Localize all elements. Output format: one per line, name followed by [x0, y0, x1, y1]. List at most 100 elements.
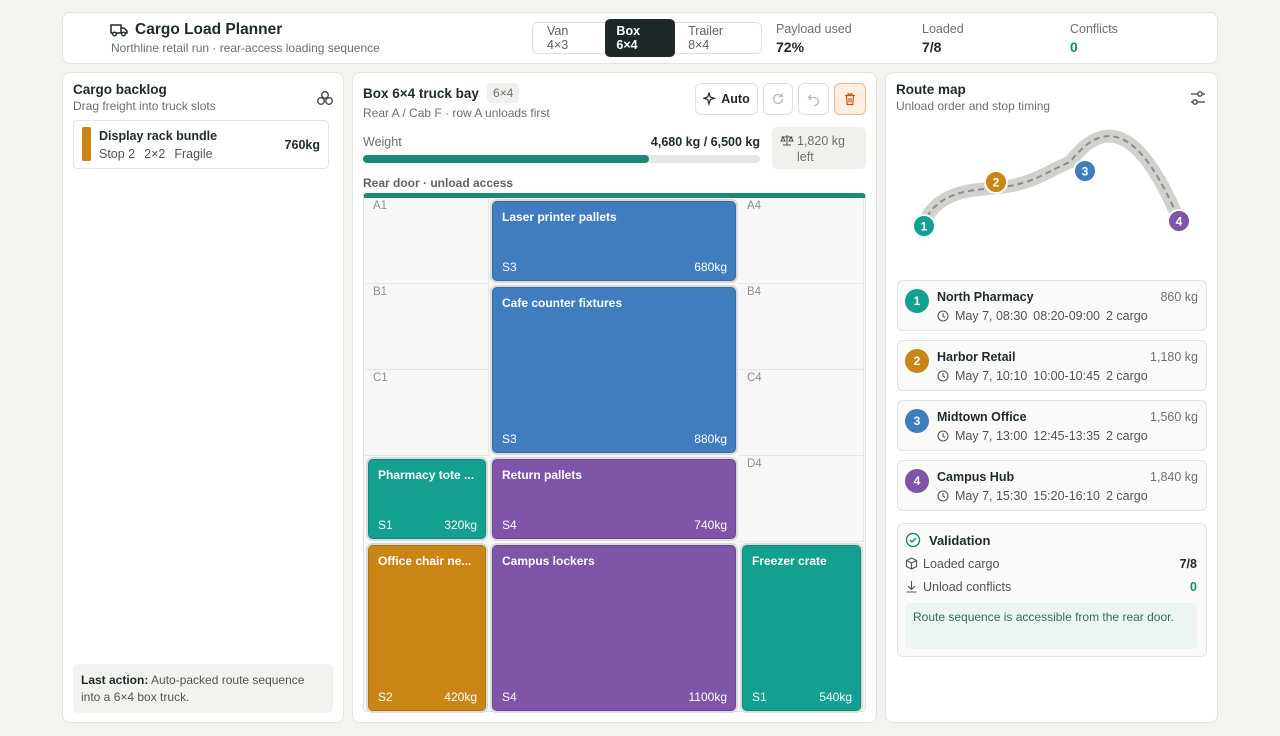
stop-name: North Pharmacy: [937, 290, 1034, 304]
cargo-block[interactable]: Freezer crate S1 540kg: [742, 545, 861, 711]
stop-card[interactable]: 3 Midtown Office 1,560 kg May 7, 13:00 12:45…: [897, 400, 1207, 451]
stop-card[interactable]: 4 Campus Hub 1,840 kg May 7, 15:30 15:20-16:…: [897, 460, 1207, 511]
map-marker[interactable]: [984, 170, 1008, 194]
cargo-block[interactable]: Return pallets S4 740kg: [492, 459, 736, 539]
empty-slot[interactable]: D4: [739, 456, 864, 542]
stop-name: Campus Hub: [937, 470, 1015, 484]
empty-slot[interactable]: C4: [739, 370, 864, 456]
cargo-block[interactable]: Office chair ne... S2 420kg: [368, 545, 486, 711]
validation-note: Route sequence is accessible from the re…: [905, 603, 1197, 649]
clock-icon: [937, 490, 949, 502]
map-marker-label: 2: [993, 176, 1000, 190]
cargo-weight: 680kg: [694, 260, 727, 274]
stop-meta: May 7, 10:10 10:00-10:45 2 cargo: [937, 369, 1148, 383]
item-tag: Fragile: [174, 147, 213, 161]
stop-card[interactable]: 2 Harbor Retail 1,180 kg May 7, 10:10 10:00-…: [897, 340, 1207, 391]
undo-button[interactable]: [798, 83, 829, 115]
panel-subtitle: Drag freight into truck slots: [73, 99, 216, 113]
validation-title: Validation: [929, 533, 991, 548]
stop-name: Harbor Retail: [937, 350, 1016, 364]
empty-slot[interactable]: B1: [365, 284, 489, 370]
truck-option[interactable]: Trailer 8×4: [688, 24, 724, 52]
map-marker[interactable]: [1073, 159, 1097, 183]
backlog-item[interactable]: [73, 120, 329, 169]
door-label: Rear door · unload access: [363, 176, 514, 190]
stat-label: Payload used: [776, 22, 852, 36]
cargo-name: Freezer crate: [752, 554, 827, 568]
item-size: 2×2: [144, 147, 166, 161]
stat-value: 0: [1070, 39, 1078, 55]
cargo-block[interactable]: Laser printer pallets S3 680kg: [492, 201, 736, 281]
stop-cargo: 2 cargo: [1106, 369, 1148, 383]
cargo-block[interactable]: Pharmacy tote ... S1 320kg: [368, 459, 486, 539]
truck-option[interactable]: Van 4×3: [547, 24, 569, 52]
stop-window: 15:20-16:10: [1033, 489, 1100, 503]
map-marker[interactable]: [1167, 209, 1191, 233]
clear-button[interactable]: [834, 83, 866, 115]
stop-window: 10:00-10:45: [1033, 369, 1100, 383]
panel-title: Cargo backlog: [73, 82, 167, 97]
cargo-stop: S3: [502, 432, 517, 446]
empty-slot[interactable]: B4: [739, 284, 864, 370]
stop-number: 1: [905, 289, 929, 313]
clock-icon: [937, 310, 949, 322]
cargo-stop: S1: [752, 690, 767, 704]
cargo-stop: S3: [502, 260, 517, 274]
cargo-weight: 540kg: [819, 690, 852, 704]
stop-card[interactable]: 1 North Pharmacy 860 kg May 7, 08:30 08:20-0…: [897, 280, 1207, 331]
cargo-name: Office chair ne...: [378, 554, 472, 568]
panel-subtitle: Unload order and stop timing: [896, 99, 1051, 113]
weight-left-text: 1,820 kg left: [797, 134, 845, 164]
cargo-weight: 420kg: [444, 690, 477, 704]
stop-weight: 1,840 kg: [1150, 470, 1198, 484]
app-title: Cargo Load Planner: [135, 21, 283, 38]
cargo-name: Campus lockers: [502, 554, 595, 568]
empty-slot[interactable]: C1: [365, 370, 489, 456]
last-action-text: Auto-packed route sequence into a 6×4 bo…: [81, 673, 305, 704]
clock-icon: [937, 370, 949, 382]
truck-icon: [110, 24, 128, 37]
stat-label: Loaded: [922, 22, 964, 36]
sparkle-icon: [703, 92, 717, 106]
weight-left: 1,820 kg left: [772, 127, 866, 169]
stop-meta: May 7, 08:30 08:20-09:00 2 cargo: [937, 309, 1148, 323]
stop-weight: 860 kg: [1160, 290, 1198, 304]
empty-slot[interactable]: A1: [365, 198, 489, 284]
map-marker-label: 4: [1176, 215, 1183, 229]
stop-color-bar: [82, 127, 91, 161]
stop-cargo: 2 cargo: [1106, 429, 1148, 443]
stop-number: 3: [905, 409, 929, 433]
trash-icon: [845, 93, 855, 106]
map-marker-label: 1: [921, 220, 928, 234]
cargo-block[interactable]: Campus lockers S4 1100kg: [492, 545, 736, 711]
map-marker-label: 3: [1082, 165, 1089, 179]
empty-slot[interactable]: A4: [739, 198, 864, 284]
validation-label: Loaded cargo: [923, 557, 1000, 571]
stop-number: 2: [905, 349, 929, 373]
truck-option[interactable]: Box 6×4: [605, 19, 676, 57]
truck-selector: Van 4×3 Box 6×4 Trailer 8×4: [532, 19, 762, 57]
stop-cargo: 2 cargo: [1106, 309, 1148, 323]
cargo-block[interactable]: Cafe counter fixtures S3 880kg: [492, 287, 736, 453]
stop-number: 4: [905, 469, 929, 493]
auto-button[interactable]: Auto: [695, 83, 758, 115]
stop-name: Midtown Office: [937, 410, 1027, 424]
map-marker[interactable]: [912, 214, 936, 238]
cargo-stop: S4: [502, 690, 517, 704]
route-settings-icon[interactable]: [1190, 90, 1206, 106]
reset-button[interactable]: [763, 83, 793, 115]
box-icon: [905, 557, 918, 570]
cargo-weight: 880kg: [694, 432, 727, 446]
stat-label: Conflicts: [1070, 22, 1118, 36]
undo-icon: [807, 94, 819, 106]
cargo-weight: 1100kg: [688, 690, 727, 704]
route-map: 1 2 3 4: [912, 129, 1191, 238]
cargo-weight: 740kg: [694, 518, 727, 532]
stop-date: May 7, 15:30: [955, 489, 1028, 503]
validation-value: 7/8: [1179, 557, 1197, 571]
bay-subtitle: Rear A / Cab F · row A unloads first: [363, 106, 550, 120]
stop-date: May 7, 10:10: [955, 369, 1028, 383]
stop-cargo: 2 cargo: [1106, 489, 1148, 503]
cargo-icon: [317, 91, 333, 105]
